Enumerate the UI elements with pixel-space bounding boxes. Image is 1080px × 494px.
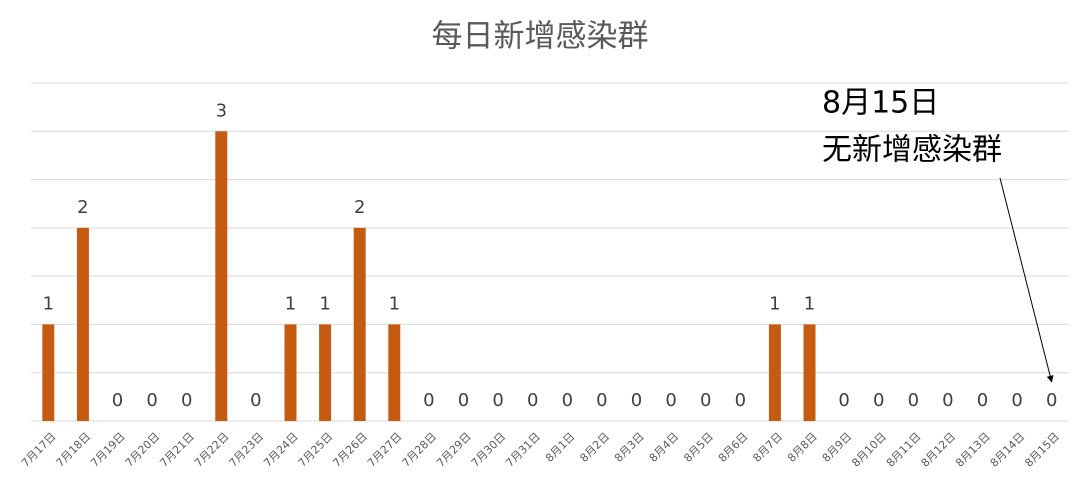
x-tick-label: 8月15日 <box>1022 430 1062 470</box>
x-tick-label: 7月31日 <box>503 430 543 470</box>
value-label: 0 <box>873 390 884 411</box>
x-tick-label: 8月4日 <box>647 430 682 465</box>
value-label: 1 <box>804 293 815 314</box>
chart-title: 每日新增感染群 <box>432 19 649 55</box>
x-tick-label: 8月7日 <box>750 430 785 465</box>
x-tick-label: 7月30日 <box>469 430 509 470</box>
x-tick-label: 7月19日 <box>88 430 128 470</box>
value-label: 0 <box>1011 390 1022 411</box>
x-tick-label: 7月25日 <box>296 430 336 470</box>
value-label: 0 <box>977 390 988 411</box>
value-label: 0 <box>423 390 434 411</box>
x-tick-label: 8月5日 <box>681 430 716 465</box>
x-tick-label: 7月17日 <box>19 430 59 470</box>
bar <box>768 324 781 421</box>
value-label: 1 <box>769 293 780 314</box>
x-tick-label: 8月2日 <box>577 430 612 465</box>
x-tick-label: 7月26日 <box>330 430 370 470</box>
x-tick-label: 8月1日 <box>543 430 578 465</box>
value-label: 2 <box>77 197 88 218</box>
value-label: 0 <box>527 390 538 411</box>
value-label: 0 <box>700 390 711 411</box>
value-label: 3 <box>216 100 227 121</box>
bar <box>353 227 366 421</box>
annotation-arrow <box>999 177 1054 383</box>
bar <box>215 131 228 422</box>
bar <box>284 324 297 421</box>
value-label: 0 <box>665 390 676 411</box>
bar <box>42 324 55 421</box>
x-tick-label: 7月20日 <box>123 430 163 470</box>
x-tick-label: 7月21日 <box>157 430 197 470</box>
annotation: 8月15日 <box>822 86 939 121</box>
bar <box>76 227 89 421</box>
value-label: 0 <box>562 390 573 411</box>
value-label: 1 <box>43 293 54 314</box>
value-label: 0 <box>942 390 953 411</box>
value-label: 0 <box>838 390 849 411</box>
value-label: 2 <box>354 197 365 218</box>
value-label: 1 <box>319 293 330 314</box>
x-tick-label: 8月6日 <box>716 430 751 465</box>
bar <box>803 324 816 421</box>
value-label: 0 <box>181 390 192 411</box>
value-label: 1 <box>389 293 400 314</box>
x-tick-label: 7月24日 <box>261 430 301 470</box>
value-label: 0 <box>735 390 746 411</box>
value-label: 0 <box>458 390 469 411</box>
value-label: 0 <box>250 390 261 411</box>
x-tick-label: 8月13日 <box>953 430 993 470</box>
value-label: 0 <box>146 390 157 411</box>
x-tick-label: 8月12日 <box>919 430 959 470</box>
bar <box>388 324 401 421</box>
x-tick-label: 7月23日 <box>227 430 267 470</box>
x-tick-label: 8月11日 <box>884 430 924 470</box>
annotation: 无新增感染群 <box>822 133 1002 168</box>
x-tick-label: 8月8日 <box>785 430 820 465</box>
value-label: 0 <box>1046 390 1057 411</box>
value-label: 1 <box>285 293 296 314</box>
x-tick-label: 8月14日 <box>988 430 1028 470</box>
x-tick-label: 7月27日 <box>365 430 405 470</box>
value-label: 0 <box>596 390 607 411</box>
x-tick-label: 7月18日 <box>54 430 94 470</box>
value-label: 0 <box>112 390 123 411</box>
x-tick-label: 8月10日 <box>849 430 889 470</box>
bar <box>319 324 332 421</box>
x-tick-label: 7月28日 <box>400 430 440 470</box>
value-label: 0 <box>492 390 503 411</box>
value-label: 0 <box>631 390 642 411</box>
value-label: 0 <box>908 390 919 411</box>
x-tick-label: 7月29日 <box>434 430 474 470</box>
x-tick-label: 8月3日 <box>612 430 647 465</box>
x-tick-label: 7月22日 <box>192 430 232 470</box>
